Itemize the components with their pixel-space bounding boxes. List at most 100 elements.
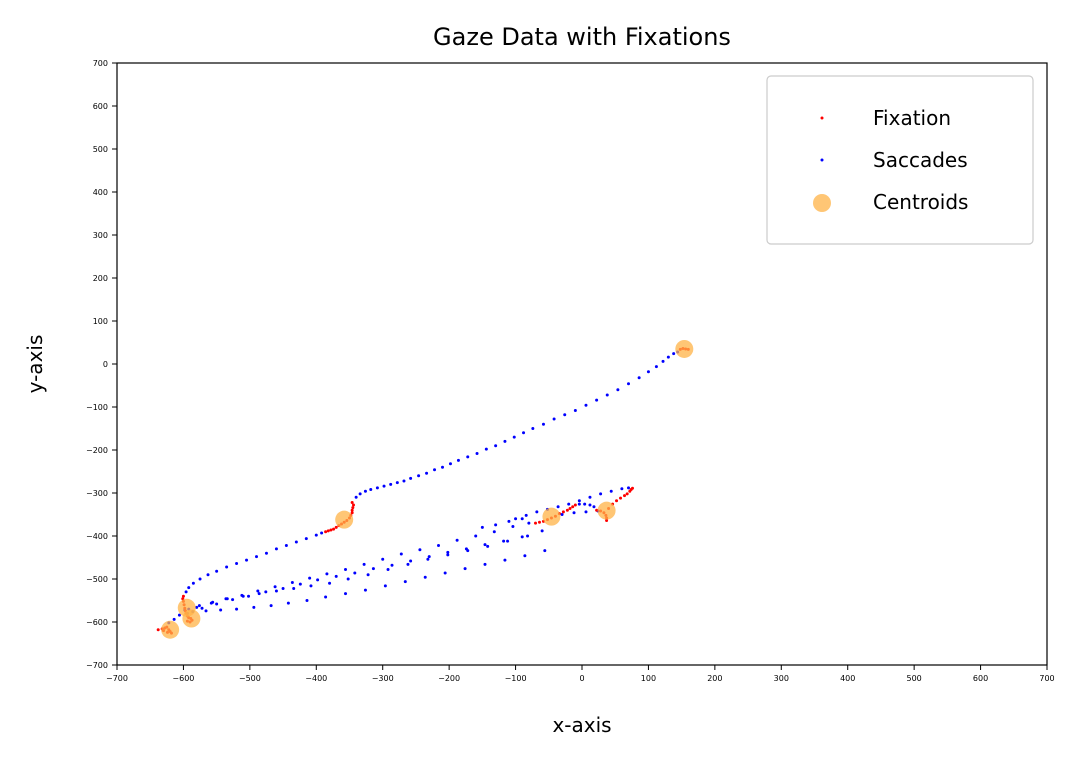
saccade-point <box>402 479 406 483</box>
centroid-marker <box>182 609 201 628</box>
x-axis-title: x-axis <box>552 713 611 737</box>
saccade-point <box>448 462 452 466</box>
saccade-point <box>304 537 308 541</box>
fixation-point <box>619 496 623 500</box>
saccade-point <box>409 476 413 480</box>
fixation-point <box>350 508 354 512</box>
saccade-point <box>292 586 296 590</box>
saccade-point <box>358 492 362 496</box>
saccade-point <box>324 595 328 599</box>
y-tick-label: 700 <box>93 59 108 68</box>
saccade-point <box>492 530 496 534</box>
centroid-marker <box>597 501 616 520</box>
saccade-point <box>637 376 641 380</box>
saccade-point <box>269 604 273 608</box>
saccade-point <box>661 359 665 363</box>
saccade-point <box>535 510 539 514</box>
fixation-point <box>605 519 609 523</box>
x-tick-label: 700 <box>1039 674 1054 683</box>
saccade-point <box>284 543 288 547</box>
saccade-point <box>426 557 430 561</box>
saccade-point <box>573 408 577 412</box>
saccade-point <box>556 505 560 509</box>
saccade-point <box>433 468 437 472</box>
saccade-point <box>240 593 244 597</box>
saccade-point <box>197 604 201 608</box>
saccade-point <box>605 393 609 397</box>
y-tick-label: −500 <box>86 575 108 584</box>
x-tick-label: 100 <box>641 674 656 683</box>
x-tick-label: −100 <box>505 674 527 683</box>
fixation-point <box>537 520 541 524</box>
centroid-marker <box>675 339 694 358</box>
saccade-point <box>409 559 413 563</box>
saccade-point <box>375 486 379 490</box>
saccade-point <box>507 519 511 523</box>
x-tick-label: 600 <box>973 674 988 683</box>
saccade-point <box>446 550 450 554</box>
saccade-point <box>474 534 478 538</box>
saccade-point <box>437 543 441 547</box>
fixation-point <box>615 499 619 503</box>
saccade-point <box>187 586 191 590</box>
centroid-marker <box>161 620 180 639</box>
fixation-point <box>156 628 160 632</box>
saccade-point <box>584 403 588 407</box>
saccade-point <box>395 481 399 485</box>
saccade-point <box>666 355 670 359</box>
saccade-point <box>344 592 348 596</box>
saccade-point <box>390 563 394 567</box>
saccade-point <box>506 539 510 543</box>
saccade-point <box>627 382 630 386</box>
chart-title: Gaze Data with Fixations <box>433 23 731 51</box>
saccade-point <box>346 577 350 581</box>
legend-centroids-label: Centroids <box>873 190 968 214</box>
saccade-point <box>541 422 545 426</box>
x-tick-label: 500 <box>907 674 922 683</box>
y-tick-label: 0 <box>103 360 108 369</box>
saccade-point <box>198 577 202 581</box>
saccade-point <box>503 439 507 443</box>
saccade-point <box>316 578 320 582</box>
saccade-point <box>290 580 294 584</box>
saccade-point <box>257 592 261 596</box>
saccade-point <box>654 365 658 369</box>
saccade-point <box>527 521 531 525</box>
saccade-point <box>264 590 268 594</box>
x-tick-label: −600 <box>172 674 194 683</box>
fixation-point <box>565 508 569 512</box>
saccade-point <box>443 571 447 575</box>
fixation-point <box>571 505 575 509</box>
x-tick-label: 300 <box>774 674 789 683</box>
saccade-point <box>399 552 403 556</box>
saccade-point <box>247 594 251 598</box>
saccade-point <box>325 572 329 576</box>
saccade-point <box>245 558 249 562</box>
saccade-point <box>256 589 260 593</box>
y-tick-label: 100 <box>93 317 108 326</box>
saccade-point <box>520 517 524 521</box>
legend-fixation-marker <box>820 116 824 120</box>
saccade-point <box>274 589 278 593</box>
fixation-point <box>326 529 330 533</box>
legend-centroids-marker <box>813 194 831 212</box>
fixation-point <box>332 527 336 531</box>
saccade-point <box>309 584 313 588</box>
saccade-point <box>305 599 309 602</box>
saccade-point <box>286 601 290 605</box>
saccade-point <box>584 510 588 514</box>
saccade-point <box>298 582 302 586</box>
x-tick-label: −700 <box>106 674 128 683</box>
saccade-point <box>484 447 488 451</box>
fixation-point <box>324 530 328 534</box>
saccade-point <box>371 567 375 571</box>
saccade-point <box>255 555 258 559</box>
saccade-point <box>366 573 370 577</box>
legend-saccades-marker <box>820 158 824 162</box>
saccade-point <box>480 525 484 529</box>
legend-saccades-label: Saccades <box>873 148 968 172</box>
saccade-point <box>583 502 587 506</box>
y-tick-label: 400 <box>93 188 108 197</box>
saccade-point <box>382 484 386 488</box>
saccade-point <box>672 352 676 356</box>
